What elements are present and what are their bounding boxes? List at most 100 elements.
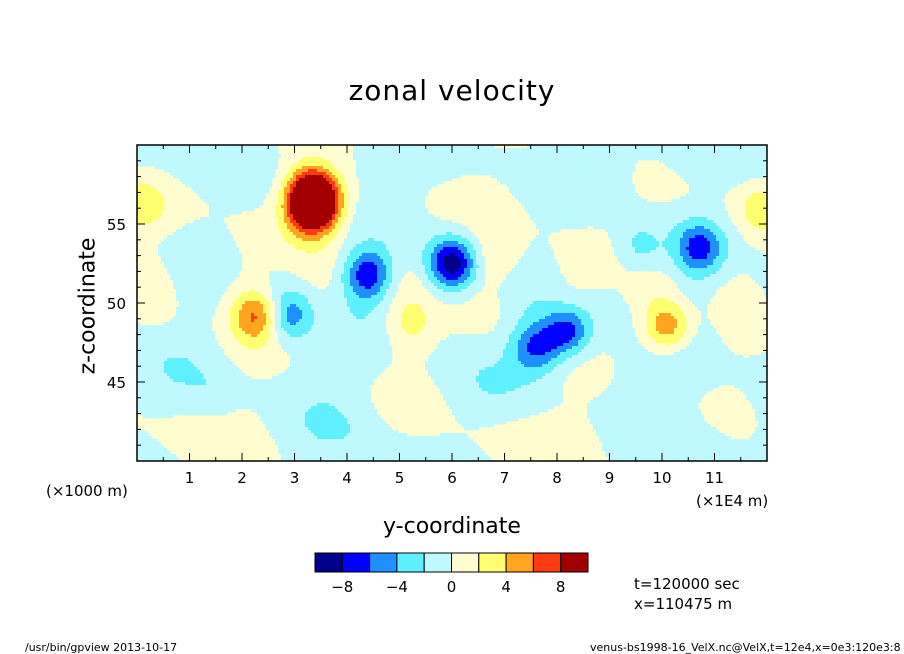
field-cell: [341, 208, 345, 212]
field-cell: [206, 145, 210, 149]
field-cell: [200, 364, 204, 368]
field-cell: [188, 388, 192, 392]
field-cell: [332, 406, 336, 410]
field-cell: [176, 331, 180, 335]
field-cell: [185, 289, 189, 293]
field-cell: [260, 187, 264, 191]
field-cell: [167, 361, 171, 365]
field-cell: [137, 205, 141, 209]
field-cell: [146, 211, 150, 215]
field-cell: [275, 385, 279, 389]
field-cell: [167, 451, 171, 455]
field-cell: [254, 301, 258, 305]
field-cell: [212, 190, 216, 194]
field-cell: [305, 352, 309, 356]
field-cell: [332, 415, 336, 419]
field-cell: [257, 175, 261, 179]
field-cell: [296, 325, 300, 329]
field-cell: [245, 199, 249, 203]
field-cell: [242, 208, 246, 212]
field-cell: [197, 358, 201, 362]
field-cell: [224, 385, 228, 389]
field-cell: [314, 340, 318, 344]
field-cell: [176, 385, 180, 389]
field-cell: [338, 250, 342, 254]
field-cell: [158, 346, 162, 350]
field-cell: [182, 376, 186, 380]
field-cell: [164, 145, 168, 149]
field-cell: [209, 337, 213, 341]
field-cell: [194, 271, 198, 275]
field-cell: [182, 370, 186, 374]
field-cell: [290, 328, 294, 332]
field-cell: [344, 250, 348, 254]
field-cell: [221, 247, 225, 251]
field-cell: [272, 376, 276, 380]
field-cell: [314, 307, 318, 311]
field-cell: [233, 244, 237, 248]
field-cell: [203, 175, 207, 179]
field-cell: [326, 196, 330, 200]
field-cell: [341, 340, 345, 344]
field-cell: [230, 193, 234, 197]
field-cell: [323, 385, 327, 389]
field-cell: [182, 241, 186, 245]
field-cell: [263, 193, 267, 197]
field-cell: [245, 382, 249, 386]
field-cell: [326, 442, 330, 446]
field-cell: [155, 349, 159, 353]
field-cell: [233, 211, 237, 215]
field-cell: [227, 157, 231, 161]
field-cell: [311, 358, 315, 362]
field-cell: [320, 175, 324, 179]
field-cell: [161, 145, 165, 149]
field-cell: [224, 250, 228, 254]
field-cell: [152, 367, 156, 371]
field-cell: [275, 166, 279, 170]
field-cell: [200, 271, 204, 275]
field-cell: [263, 169, 267, 173]
field-cell: [221, 283, 225, 287]
field-cell: [191, 247, 195, 251]
field-cell: [194, 355, 198, 359]
field-cell: [191, 169, 195, 173]
field-cell: [155, 196, 159, 200]
field-cell: [287, 457, 291, 461]
field-cell: [278, 295, 282, 299]
field-cell: [281, 421, 285, 425]
field-cell: [233, 391, 237, 395]
field-cell: [335, 277, 339, 281]
field-cell: [200, 349, 204, 353]
field-cell: [200, 187, 204, 191]
field-cell: [152, 154, 156, 158]
field-cell: [287, 433, 291, 437]
field-cell: [137, 385, 141, 389]
field-cell: [257, 334, 261, 338]
field-cell: [146, 160, 150, 164]
field-cell: [242, 310, 246, 314]
field-cell: [305, 355, 309, 359]
field-cell: [287, 199, 291, 203]
field-cell: [293, 391, 297, 395]
field-cell: [296, 199, 300, 203]
field-cell: [245, 298, 249, 302]
field-cell: [296, 382, 300, 386]
field-cell: [209, 172, 213, 176]
field-cell: [236, 247, 240, 251]
field-cell: [179, 376, 183, 380]
field-cell: [182, 289, 186, 293]
field-cell: [161, 259, 165, 263]
field-cell: [251, 169, 255, 173]
field-cell: [272, 412, 276, 416]
field-cell: [179, 397, 183, 401]
field-cell: [236, 316, 240, 320]
field-cell: [158, 151, 162, 155]
field-cell: [257, 310, 261, 314]
field-cell: [317, 157, 321, 161]
field-cell: [326, 163, 330, 167]
field-cell: [329, 223, 333, 227]
field-cell: [227, 238, 231, 242]
field-cell: [251, 190, 255, 194]
field-cell: [191, 265, 195, 269]
field-cell: [191, 406, 195, 410]
